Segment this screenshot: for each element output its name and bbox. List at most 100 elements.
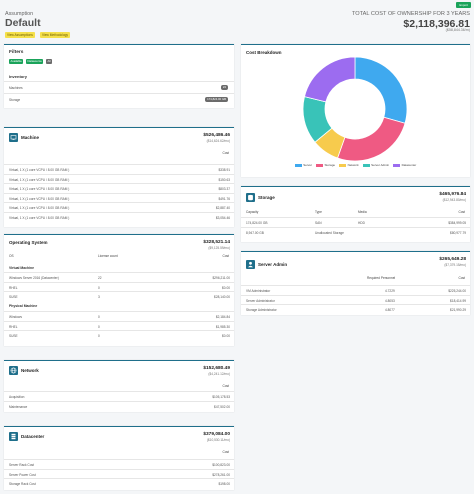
storage-title: Storage [258,195,275,200]
filter-all-button[interactable]: All [46,59,53,64]
network-panel: Network $152,680.49 ($4,241.12/mo) Cost … [4,360,234,412]
machine-spec: Virtual, 1 X (1 core VCPU / 8.00 GB RAM … [9,187,70,192]
table-row: SUSE 0 $0.00 [4,330,234,340]
legend-item-server-admin[interactable]: Server Admin [362,163,390,168]
filters-panel: Filters Available Datasource All Invento… [4,44,234,108]
filter-datasource-button[interactable]: Datasource [26,59,44,64]
storage-cost: $384,999.05 [448,221,466,225]
os-license-count: 0 [98,285,100,290]
storage-panel: Storage $465,976.84 ($12,943.80/mo) Capa… [241,186,470,242]
network-item: Acquisition [9,395,25,399]
legend-label: Server [303,163,313,168]
admin-role: Server Administrator [246,298,275,303]
legend-item-server[interactable]: Server [294,163,313,168]
storage-capacity: 174,824.00 GB [246,221,268,225]
tco-value: $2,118,396.81 [403,18,470,30]
storage-col-cost: Cost [458,210,465,214]
table-row: Server Power Cost $278,261.00 [4,468,234,479]
table-row: Windows 0 $2,184.84 [4,311,234,321]
os-name: SUSE [9,334,18,339]
machine-cost: $491.76 [218,196,230,201]
os-cost: $28,140.00 [214,295,230,300]
datacenter-cost: $278,261.00 [212,472,230,477]
table-row: Windows Server 2016 (Datacenter) 22 $296,2… [4,272,234,282]
os-name: RHEL [9,285,18,290]
storage-media: HDD [358,221,365,225]
os-col-license: License count [98,254,118,258]
machine-spec: Virtual, 1 X (1 core VCPU / 8.00 GB RAM … [9,177,70,182]
machine-amount: $526,486.46 [203,133,230,138]
legend-item-storage[interactable]: Storage [316,163,336,168]
storage-amount: $465,976.84 [439,192,466,197]
tco-label: TOTAL COST OF OWNERSHIP FOR 3 YEARS [351,11,470,17]
table-row: RHEL 0 $1,985.30 [4,320,234,331]
table-row: Server Rack Cost $100,823.00 [4,459,234,469]
datacenter-item: Storage Rack Cost [9,482,36,487]
legend-label: Storage [324,163,336,168]
os-panel: Operating System $328,521.14 ($9,125.59/… [4,234,234,346]
legend-swatch [362,164,370,167]
inventory-badge: 24 [220,85,228,90]
server-admin-icon [246,260,255,269]
machine-cost: $3,054.46 [215,216,230,220]
network-item: Maintenance [9,404,28,409]
datacenter-col-cost: Cost [222,450,229,454]
os-license-count: 0 [98,324,100,329]
legend-swatch [339,164,347,167]
os-cost: $2,184.84 [215,315,230,319]
table-row: Maintenance $47,502.00 [4,400,234,411]
server-admin-col-required: Required Personnel [367,276,396,280]
storage-col-capacity: Capacity [246,210,259,214]
network-cost: $47,502.00 [214,404,230,409]
storage-type: SAN [315,221,322,225]
os-name: RHEL [9,324,18,329]
legend-item-network[interactable]: Network [339,163,359,168]
os-name: SUSE [9,295,18,300]
machine-panel: Machine $526,486.46 ($14,624.62/mo) Cost… [4,127,234,227]
admin-required: 4.8077 [385,308,395,313]
table-row: Virtual, 1 X (1 core VCPU / 8.00 GB RAM … [4,164,234,174]
legend-item-datacenter[interactable]: Datacenter [393,163,416,168]
table-row: Virtual, 1 X (1 core VCPU / 8.00 GB RAM … [4,173,234,184]
os-name: Windows [9,315,22,319]
storage-type: Unallocated Storage [315,230,344,235]
inventory-row-storage: Storage 174,824.00 GB [4,93,234,105]
pie-slice-datacenter[interactable] [304,56,356,103]
assumption-kicker: Assumption [5,11,34,17]
inventory-title: Inventory [9,74,28,79]
os-virtual-heading: Virtual Machine [9,266,34,270]
datacenter-item: Server Rack Cost [9,463,34,467]
machine-cost: $150.63 [218,177,230,182]
storage-col-type: Type [315,210,322,214]
machine-spec: Virtual, 1 X (1 core VCPU / 8.00 GB RAM … [9,168,70,172]
server-admin-amount: $265,649.28 [439,257,466,262]
admin-cost: $225,244.00 [448,289,466,293]
machine-spec: Virtual, 1 X (1 core VCPU / 8.00 GB RAM … [9,216,70,220]
pie-slice-server[interactable] [354,56,408,124]
table-row: Storage Administrator 4.8077 $21,990.29 [241,304,470,314]
os-cost: $0.00 [222,285,230,290]
legend-label: Server Admin [371,163,390,168]
table-row: 174,824.00 GB SAN HDD $384,999.05 [241,217,470,227]
os-monthly: ($9,125.59/mo) [208,246,230,250]
machine-title: Machine [21,135,40,140]
network-col-cost: Cost [222,384,229,388]
inventory-row-machines: Machines 24 [4,81,234,93]
datacenter-item: Server Power Cost [9,472,36,477]
admin-role: Storage Administrator [246,308,277,313]
assumption-name: Default [5,17,41,29]
table-row: VM Administrator 4.7229 $225,244.00 [241,285,470,295]
table-row: RHEL 0 $0.00 [4,281,234,292]
view-methodology-button[interactable]: View Methodology [40,32,70,38]
view-assumptions-button[interactable]: View Assumptions [5,32,35,38]
export-button[interactable]: Export [456,2,471,8]
storage-monthly: ($12,943.80/mo) [442,198,466,202]
os-name: Windows Server 2016 (Datacenter) [9,276,59,280]
os-col-os: OS [9,254,14,258]
chart-legend: Server Storage Network Server Admin Datacent… [241,163,470,168]
filter-available-button[interactable]: Available [9,59,24,64]
table-row: Virtual, 1 X (1 core VCPU / 8.00 GB RAM … [4,183,234,193]
pie-slice-storage[interactable] [337,116,406,162]
table-row: Virtual, 1 X (1 core VCPU / 8.00 GB RAM … [4,212,234,222]
table-row: 8,947.00 GB Unallocated Storage $80,977.79 [241,226,470,237]
